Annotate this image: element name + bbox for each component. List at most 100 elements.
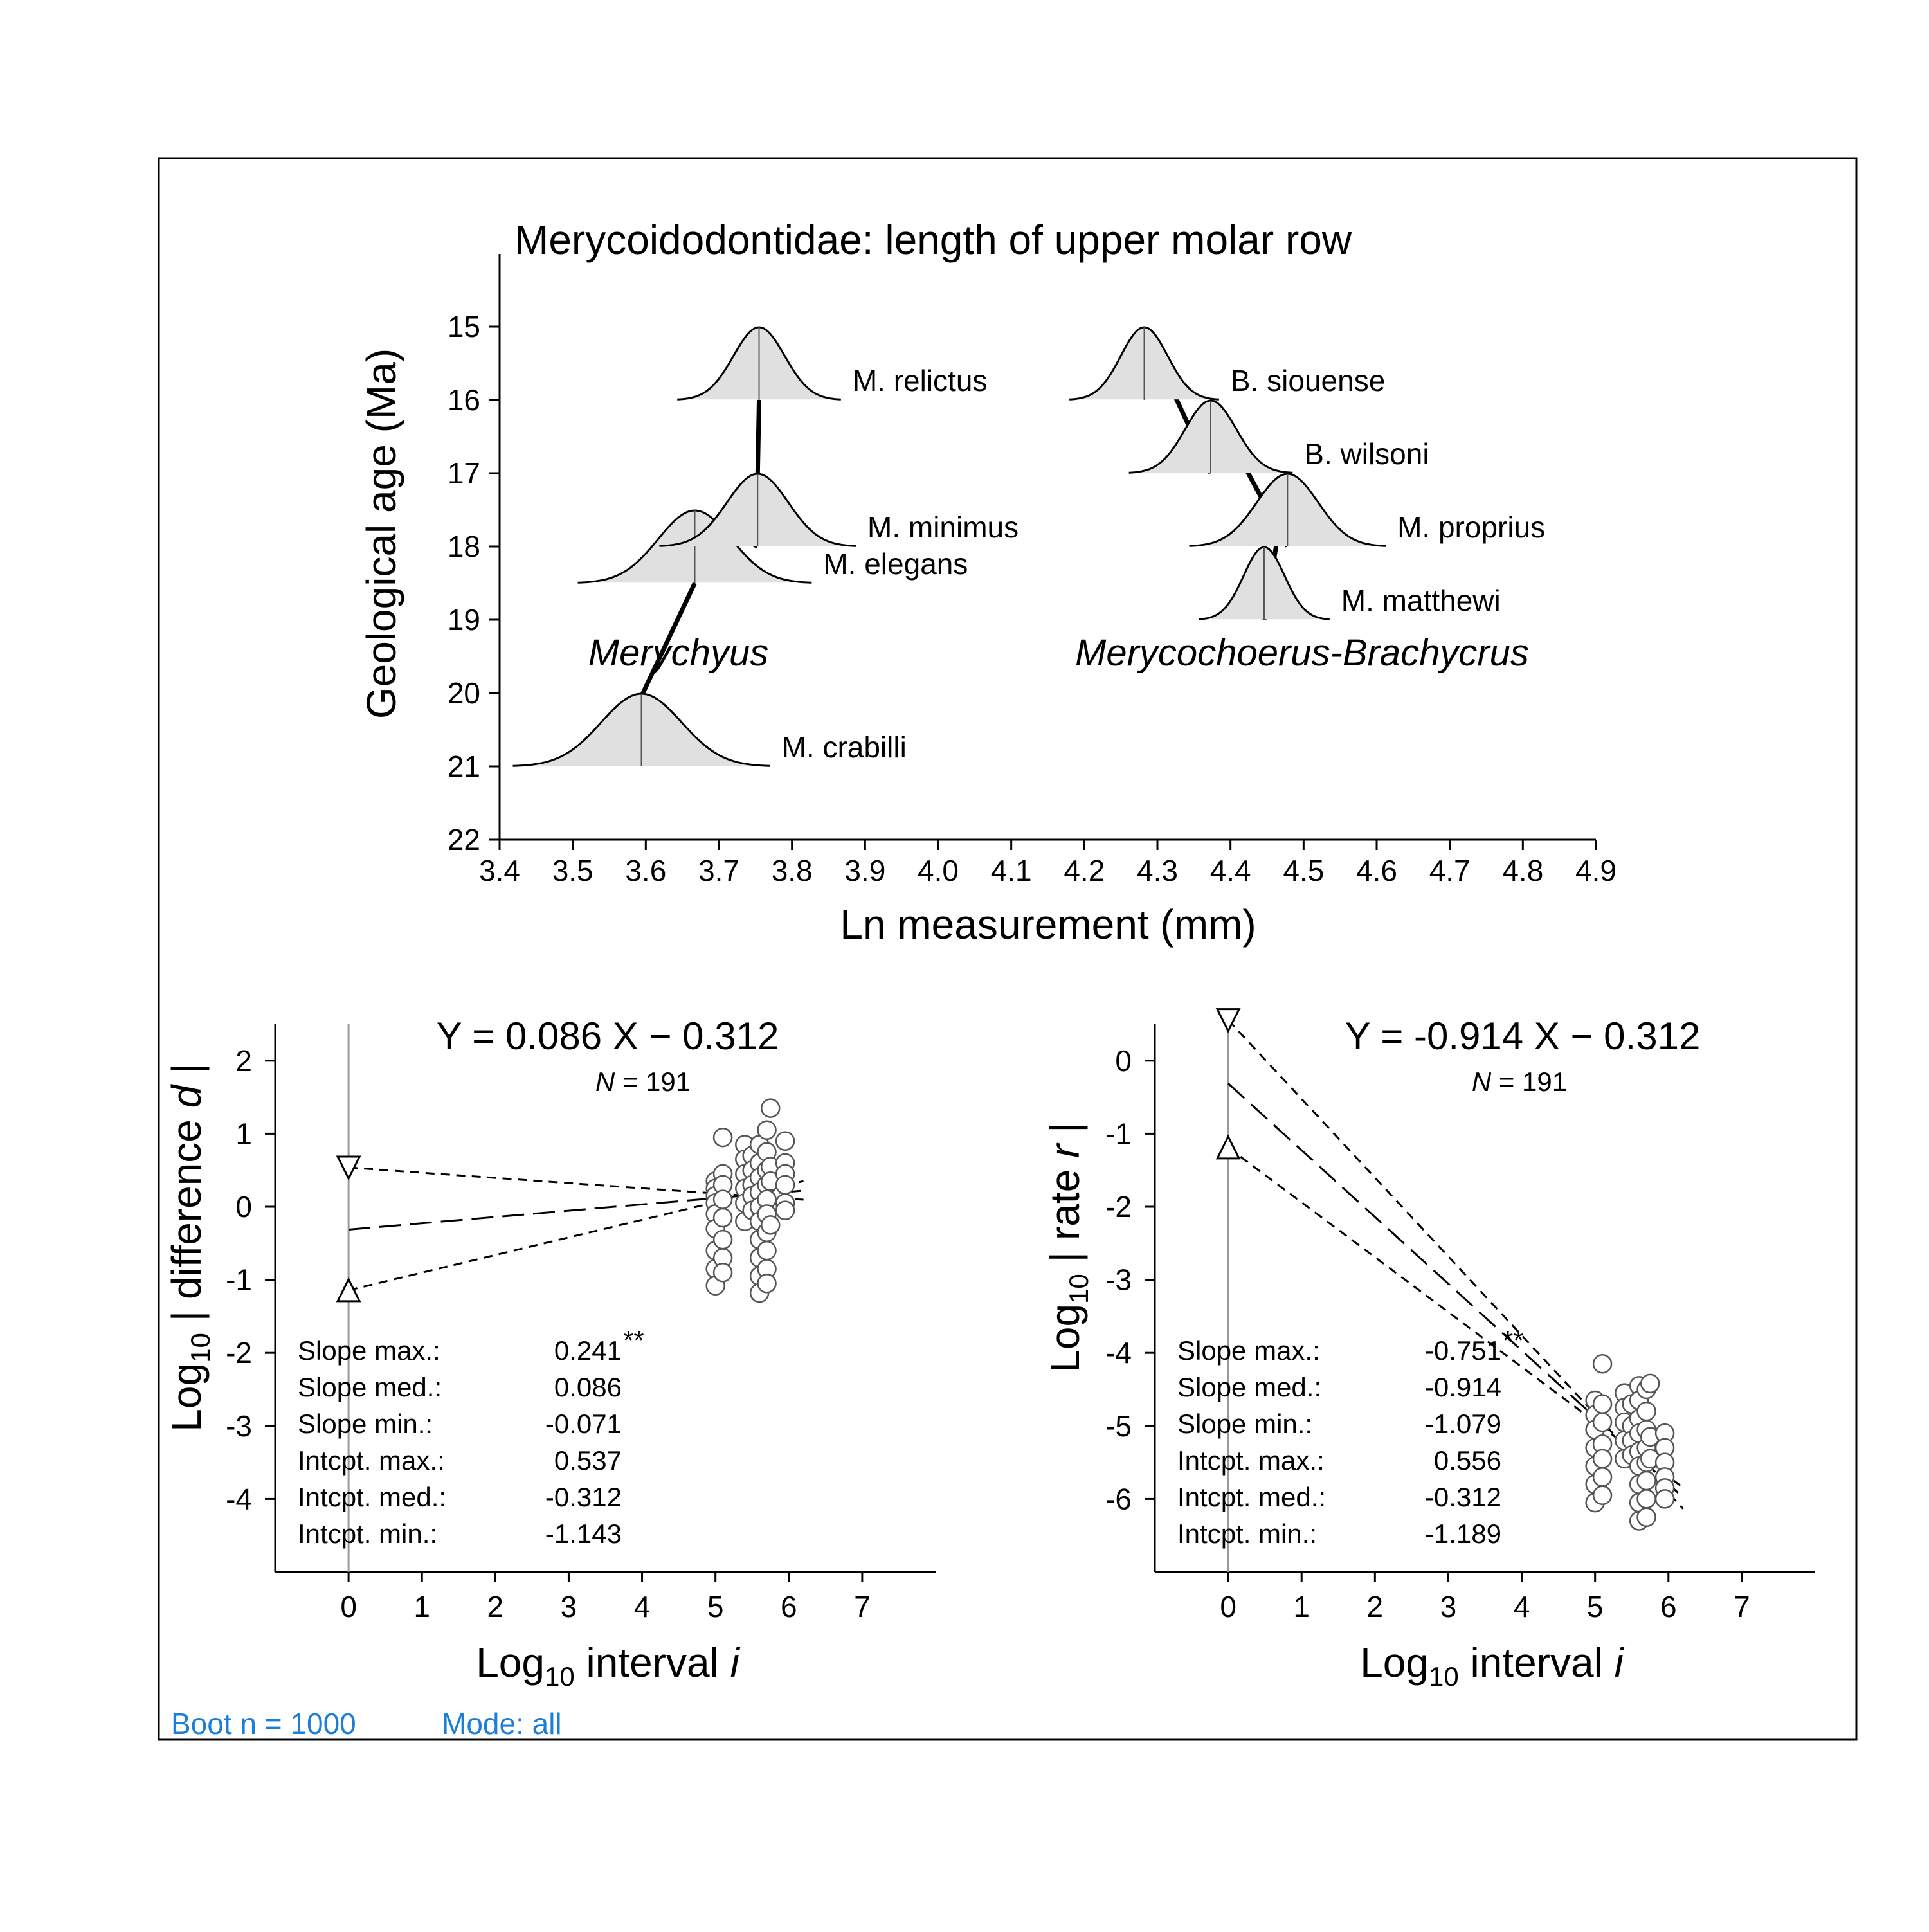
x-tick-label: 0 <box>340 1590 357 1623</box>
data-point <box>1654 1489 1675 1509</box>
species-label: B. wilsoni <box>1304 437 1429 471</box>
rate-y-label-log: Log <box>1042 1304 1088 1373</box>
group-label-merycochoerus-brachycrus: Merycochoerus-Brachycrus <box>1075 632 1529 674</box>
regression-line-min <box>348 1180 804 1292</box>
stat-label: Intcpt. max.: <box>298 1445 445 1476</box>
difference-n-value: = 191 <box>622 1067 691 1097</box>
top-x-tick-label: 4.8 <box>1502 854 1543 887</box>
x-tick-label: 2 <box>487 1590 504 1623</box>
top-x-tick-label: 4.6 <box>1356 854 1397 887</box>
x-tick-label: 3 <box>561 1590 577 1623</box>
stat-label: Slope min.: <box>298 1409 433 1439</box>
y-tick-label: -2 <box>226 1336 252 1369</box>
rate-plot <box>1215 1008 1684 1572</box>
x-tick-label: 7 <box>854 1590 871 1623</box>
rate-y-label-sub: 10 <box>1064 1274 1094 1304</box>
difference-y-label-sub: 10 <box>185 1333 215 1363</box>
stat-label: Slope max.: <box>298 1335 440 1366</box>
regression-line-median <box>348 1189 804 1231</box>
rate-x-label-sub: 10 <box>1429 1661 1459 1692</box>
difference-x-axis-label: Log10 interval i <box>476 1639 740 1692</box>
top-x-tick-label: 4.2 <box>1064 854 1105 887</box>
stat-value: -0.751 <box>1425 1335 1501 1366</box>
rate-y-label-var: r <box>1042 1142 1088 1158</box>
x-tick-label: 4 <box>1514 1590 1530 1623</box>
rate-x-label-var: i <box>1615 1639 1625 1686</box>
x-tick-label: 1 <box>413 1590 430 1623</box>
data-point <box>712 1262 733 1283</box>
data-point <box>712 1229 733 1250</box>
data-point <box>1636 1401 1656 1422</box>
stat-label: Intcpt. med.: <box>1177 1482 1326 1512</box>
stat-significance: ** <box>1503 1325 1524 1355</box>
difference-y-label-var: d <box>163 1083 210 1108</box>
top-y-tick-label: 21 <box>448 750 480 783</box>
stat-label: Intcpt. med.: <box>298 1482 446 1512</box>
top-y-tick-label: 19 <box>448 603 480 636</box>
difference-n-label: N = 191 <box>595 1067 691 1097</box>
footer-mode: Mode: all <box>442 1707 562 1740</box>
data-point <box>1592 1485 1613 1505</box>
difference-x-label-text: interval <box>575 1639 730 1686</box>
top-x-tick-label: 4.3 <box>1137 854 1178 887</box>
data-point <box>757 1240 777 1261</box>
difference-y-label-text: | difference <box>163 1108 210 1333</box>
lineage-line <box>639 582 697 698</box>
regression-line-min <box>1227 1146 1684 1489</box>
stat-value: -1.143 <box>545 1519 622 1549</box>
y-tick-label: -1 <box>1105 1117 1132 1150</box>
intercept-min-marker <box>1215 1134 1241 1160</box>
difference-y-axis-label: Log10 | difference d | <box>163 1063 215 1431</box>
group-label-merychyus: Merychyus <box>588 632 768 674</box>
y-tick-label: 0 <box>1115 1044 1132 1078</box>
stat-value: -1.189 <box>1425 1519 1501 1549</box>
top-x-tick-label: 4.7 <box>1429 854 1471 887</box>
data-point <box>761 1215 781 1235</box>
top-y-tick-label: 22 <box>448 823 480 856</box>
stat-label: Slope min.: <box>1177 1409 1312 1439</box>
rate-stats: Slope max.: -0.751 ** Slope med.: -0.914 Slop… <box>1177 1325 1524 1549</box>
data-point <box>1592 1353 1613 1374</box>
difference-x-label-log: Log <box>476 1639 545 1686</box>
difference-x-label-sub: 10 <box>545 1661 575 1692</box>
stat-label: Intcpt. min.: <box>298 1519 437 1549</box>
species-label: B. siouense <box>1231 364 1385 397</box>
rate-x-label-text: interval <box>1459 1639 1615 1686</box>
y-tick-label: -5 <box>1105 1409 1132 1443</box>
data-point <box>712 1127 733 1148</box>
species-label: M. minimus <box>867 510 1019 544</box>
rate-equation: Y = -0.914 X − 0.312 <box>1345 1015 1701 1058</box>
y-tick-label: 1 <box>235 1117 252 1150</box>
stat-value: -0.914 <box>1425 1372 1501 1402</box>
y-tick-label: -3 <box>226 1409 252 1443</box>
top-x-tick-label: 3.6 <box>625 854 666 887</box>
top-x-tick-label: 3.4 <box>479 854 520 887</box>
top-x-tick-label: 4.0 <box>918 854 959 887</box>
y-tick-label: -1 <box>226 1263 252 1297</box>
data-point <box>757 1274 777 1294</box>
data-point <box>1636 1489 1656 1509</box>
y-tick-label: -6 <box>1105 1482 1132 1515</box>
species-label: M. crabilli <box>782 730 907 764</box>
data-point <box>757 1120 777 1140</box>
difference-n-symbol: N <box>595 1067 615 1097</box>
top-y-tick-label: 20 <box>448 676 480 710</box>
data-point <box>775 1175 795 1195</box>
x-tick-label: 1 <box>1293 1590 1310 1623</box>
x-tick-label: 6 <box>781 1590 797 1623</box>
top-chart-title: Merycoidodontidae: length of upper molar… <box>514 217 1352 263</box>
y-tick-label: -3 <box>1105 1263 1132 1297</box>
stat-label: Intcpt. min.: <box>1177 1519 1317 1549</box>
stat-label: Slope med.: <box>1177 1372 1321 1402</box>
difference-equation: Y = 0.086 X − 0.312 <box>437 1015 779 1058</box>
y-tick-label: 0 <box>235 1190 252 1223</box>
rate-y-axis-label: Log10 | rate r | <box>1042 1122 1094 1372</box>
stat-value: -0.312 <box>1425 1482 1501 1512</box>
data-point <box>1592 1394 1613 1414</box>
x-tick-label: 2 <box>1367 1590 1384 1623</box>
rate-n-label: N = 191 <box>1472 1067 1567 1097</box>
top-x-tick-label: 4.4 <box>1210 854 1251 887</box>
intercept-min-marker <box>336 1277 361 1303</box>
